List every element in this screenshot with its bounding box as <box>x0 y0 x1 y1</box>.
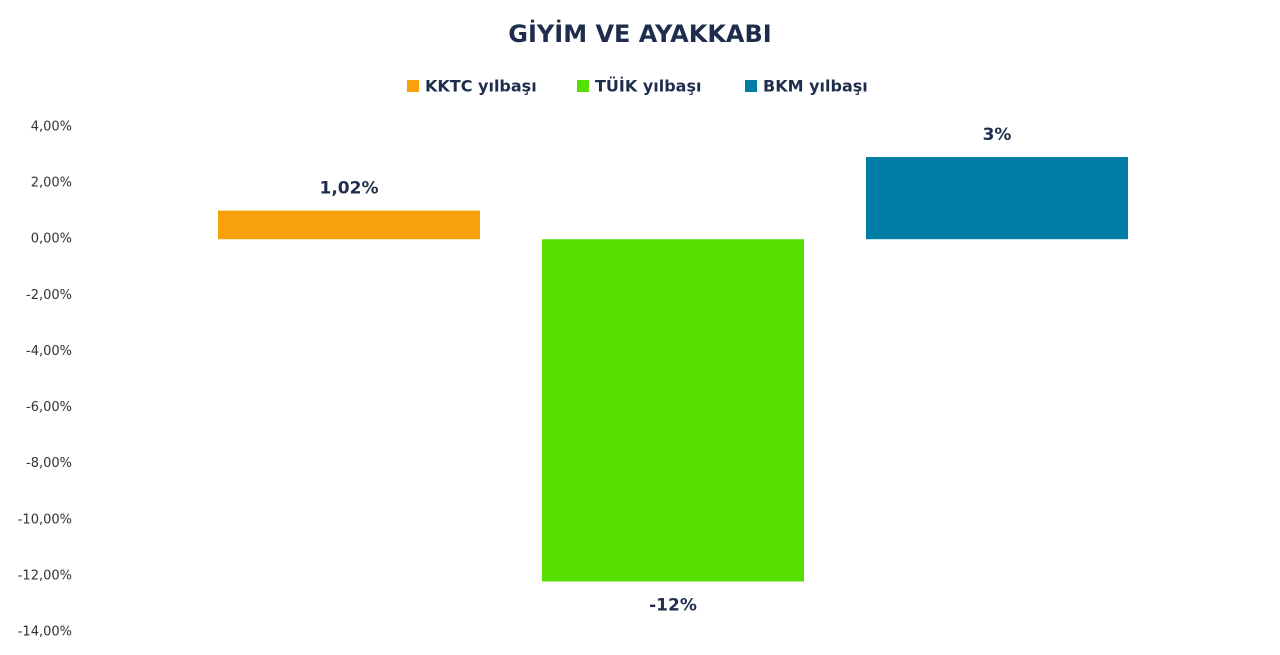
y-tick-label: -10,00% <box>18 512 72 527</box>
y-tick-label: -8,00% <box>26 456 72 471</box>
bar <box>866 157 1128 240</box>
bar <box>542 239 804 582</box>
y-tick-label: -12,00% <box>18 568 72 583</box>
y-tick-label: 2,00% <box>31 176 72 191</box>
y-tick-label: 0,00% <box>31 232 72 247</box>
data-label: -12% <box>649 596 697 616</box>
y-tick-label: 4,00% <box>31 120 72 135</box>
legend-swatch <box>577 80 589 92</box>
data-label: 1,02% <box>320 179 379 199</box>
legend-label: KKTC yılbaşı <box>425 77 537 96</box>
y-tick-label: -4,00% <box>26 344 72 359</box>
bar <box>218 210 480 240</box>
chart-title: GİYİM VE AYAKKABI <box>508 19 771 48</box>
y-tick-label: -2,00% <box>26 288 72 303</box>
data-label: 3% <box>983 125 1012 145</box>
legend-swatch <box>407 80 419 92</box>
y-tick-label: -14,00% <box>18 625 72 640</box>
legend-label: TÜİK yılbaşı <box>595 77 701 96</box>
legend-label: BKM yılbaşı <box>763 77 868 96</box>
legend-swatch <box>745 80 757 92</box>
y-tick-label: -6,00% <box>26 400 72 415</box>
